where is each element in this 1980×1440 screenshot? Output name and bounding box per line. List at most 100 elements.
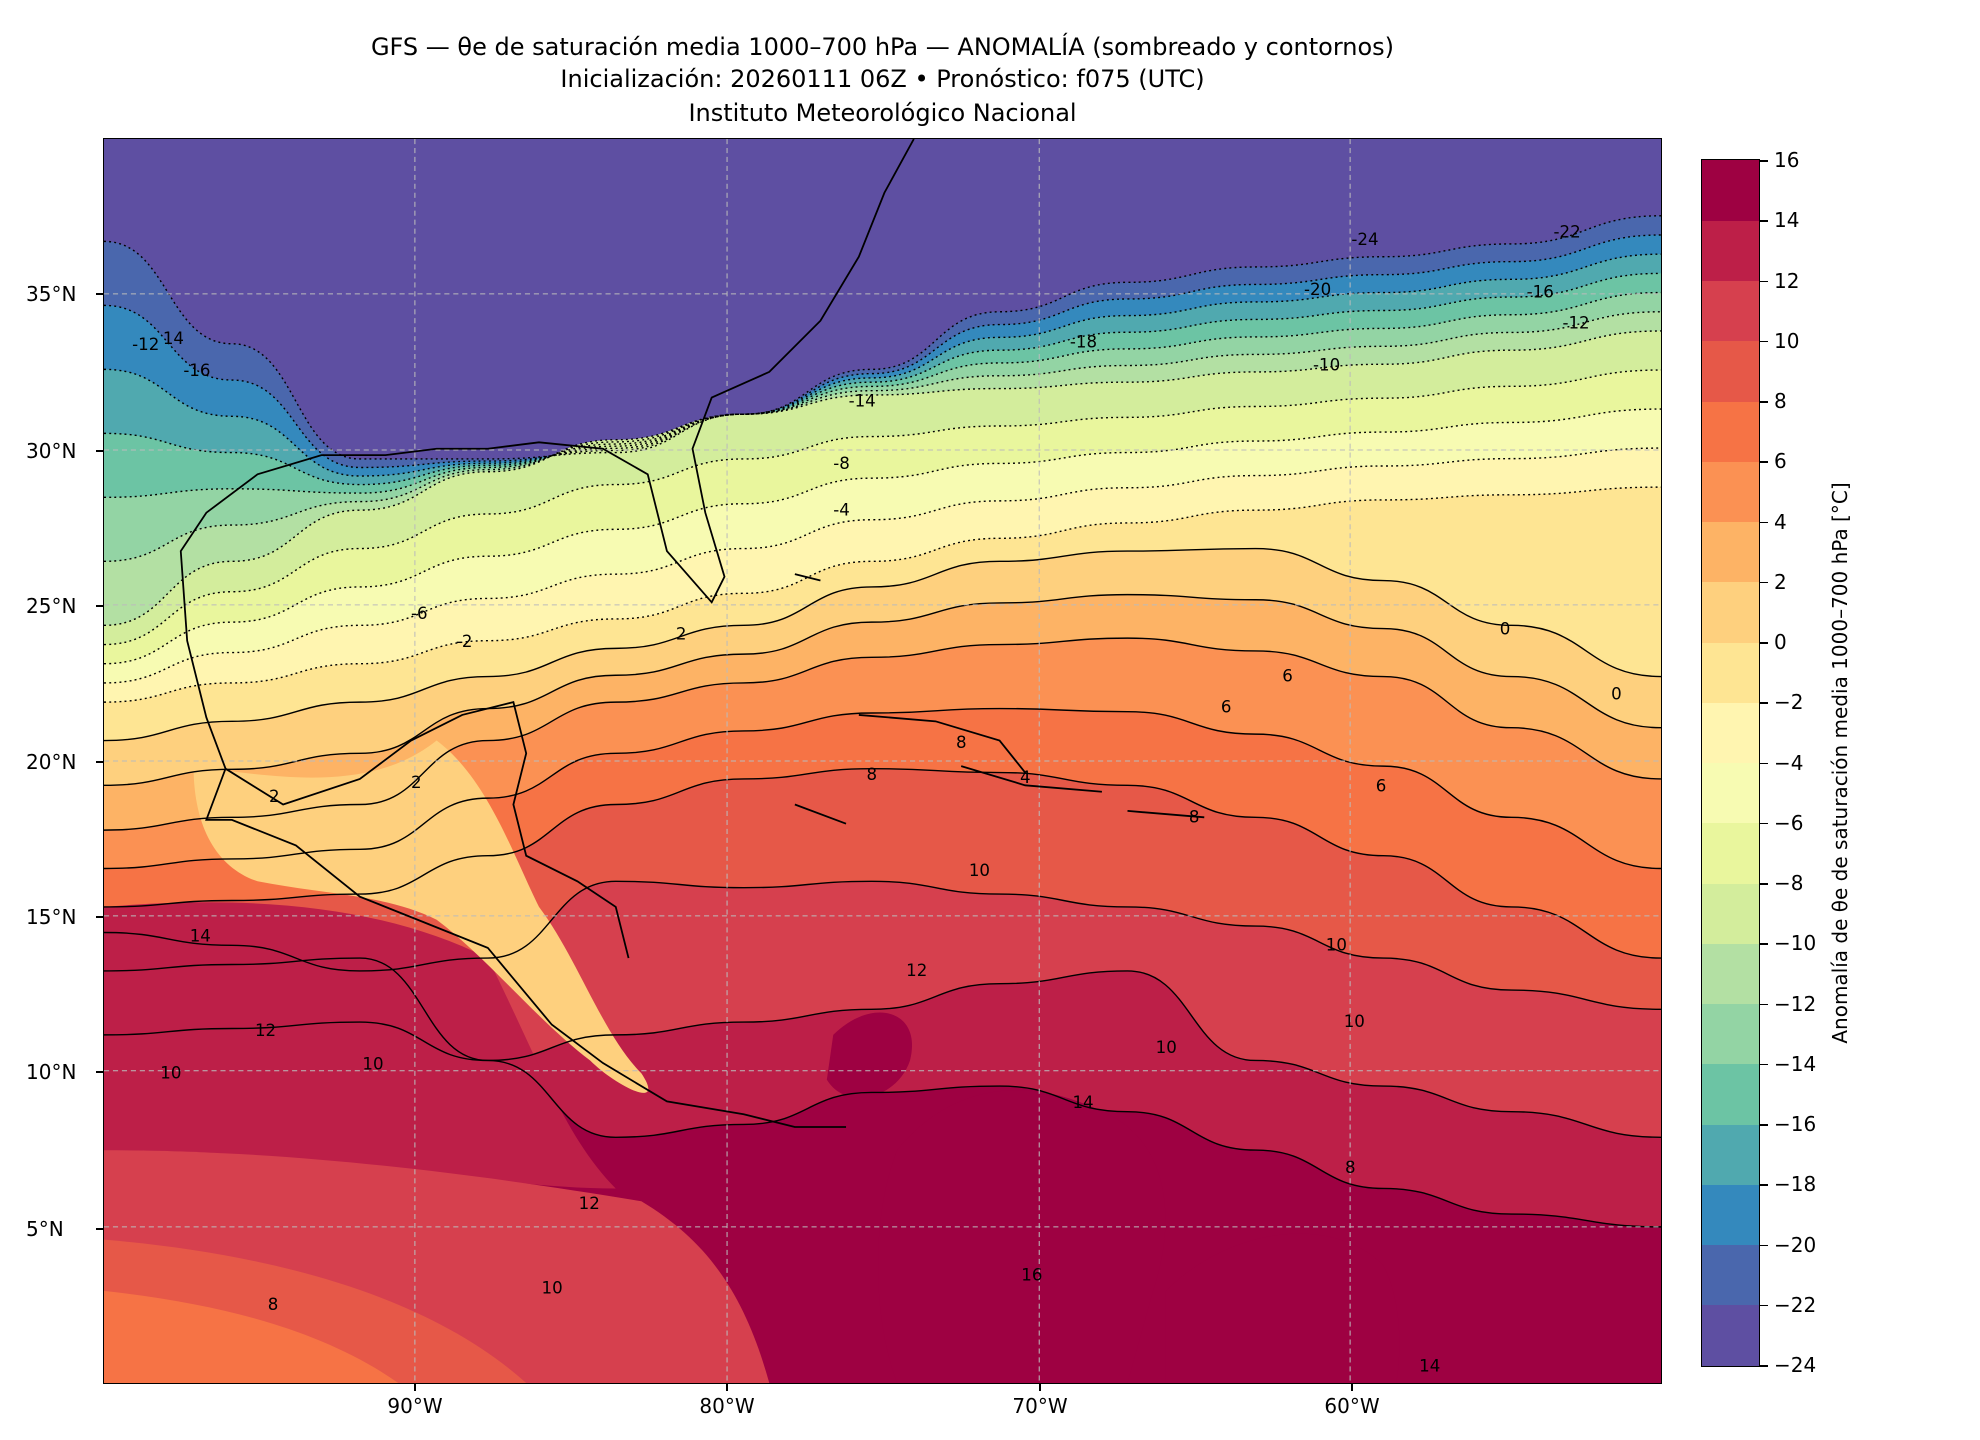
colorbar-segment [1702, 943, 1759, 1004]
contour-label: 10 [160, 1063, 181, 1082]
contour-label: 10 [1344, 1012, 1365, 1031]
colorbar-tick-label: −6 [1774, 810, 1804, 835]
contour-label: 10 [1326, 935, 1347, 954]
contour-label: 6 [1282, 667, 1293, 686]
x-tick-mark [414, 1384, 416, 1391]
contour-line [104, 957, 1661, 1138]
contour-label: 14 [1072, 1093, 1093, 1112]
y-tick-label: 5°N [26, 1217, 64, 1241]
contour-label: 14 [163, 329, 184, 348]
colorbar-tick-label: −24 [1774, 1353, 1817, 1377]
colorbar-segment [1702, 220, 1759, 281]
contour-label: -22 [1554, 223, 1581, 242]
colorbar-tick-mark [1760, 883, 1768, 885]
contour-label: -2 [456, 632, 473, 651]
colorbar-tick-mark [1760, 943, 1768, 945]
colorbar-tick-label: −10 [1774, 931, 1817, 956]
contour-label: 8 [1189, 807, 1200, 826]
contour-line [104, 234, 1661, 469]
colorbar-segment [1702, 1244, 1759, 1306]
colorbar-tick-label: 6 [1774, 449, 1787, 474]
contour-line [104, 291, 1661, 499]
contour-label: 14 [1419, 1356, 1440, 1375]
chart-subtitle: Inicialización: 20260111 06Z • Pronóstic… [560, 65, 1205, 93]
colorbar-tick-mark [1760, 280, 1768, 282]
coastline [179, 139, 1205, 1128]
colorbar-tick-label: 10 [1774, 328, 1800, 353]
chart-title: GFS — θe de saturación media 1000–700 hP… [370, 33, 1395, 61]
colorbar-tick-label: 8 [1774, 389, 1787, 413]
y-tick-mark [96, 761, 103, 763]
colorbar-segment [1702, 1003, 1759, 1065]
colorbar-tick-mark [1760, 160, 1768, 162]
colorbar-segment [1702, 883, 1759, 944]
chart-institution: Instituto Meteorológico Nacional [688, 99, 1077, 127]
x-tick-label: 80°W [699, 1394, 755, 1418]
contour-line [104, 447, 1661, 684]
contour-line [104, 272, 1661, 486]
colorbar-label: Anomalía de θe de saturación media 1000–… [1828, 482, 1852, 1044]
colorbar [1701, 159, 1760, 1367]
y-tick-mark [96, 293, 103, 295]
colorbar-segment [1702, 340, 1759, 402]
gridlines [104, 139, 1661, 1383]
warm-region-guiana [1165, 1233, 1400, 1383]
y-tick-mark [96, 450, 103, 452]
colorbar-tick-label: 14 [1774, 208, 1800, 233]
x-tick-mark [726, 1384, 728, 1391]
contour-label: -16 [1527, 283, 1554, 302]
contour-line [104, 707, 1661, 870]
contour-label: 2 [269, 787, 280, 806]
contour-label: 10 [542, 1278, 563, 1297]
warm-region-colombia [826, 1012, 913, 1098]
colorbar-tick-mark [1760, 762, 1768, 764]
colorbar-tick-mark [1760, 1304, 1768, 1307]
colorbar-segment [1702, 581, 1759, 643]
contour-line [104, 880, 1661, 1010]
colorbar-segment [1702, 702, 1759, 763]
contour-label: 8 [1345, 1158, 1356, 1177]
anomaly-map: -24 -22 -20 -16 -18 -12 -10 -14 -8 -4 -6… [104, 139, 1661, 1383]
colorbar-tick-label: 16 [1774, 148, 1800, 172]
x-tick-mark [1039, 1384, 1041, 1391]
colorbar-tick-mark [1760, 340, 1768, 343]
colorbar-tick-label: −18 [1774, 1172, 1817, 1197]
contour-line [104, 215, 1661, 460]
colorbar-tick-mark [1760, 822, 1768, 825]
contour-label: 6 [1221, 697, 1232, 716]
colorbar-segment [1702, 160, 1759, 221]
x-tick-mark [1351, 1384, 1353, 1391]
y-tick-label: 15°N [26, 905, 77, 929]
colorbar-segment [1702, 280, 1759, 342]
colorbar-tick-mark [1760, 521, 1768, 523]
contour-label: 14 [190, 926, 211, 945]
colorbar-tick-label: −16 [1774, 1112, 1817, 1136]
contour-label: -10 [1313, 356, 1340, 375]
colorbar-tick-label: −22 [1774, 1292, 1817, 1317]
colorbar-tick-mark [1760, 581, 1768, 584]
y-tick-mark [96, 1228, 103, 1230]
y-tick-label: 25°N [26, 594, 77, 618]
colorbar-tick-mark [1760, 642, 1768, 644]
contour-label: -18 [1070, 333, 1097, 352]
contour-label: 2 [676, 624, 687, 643]
contour-label: -16 [183, 361, 210, 380]
x-tick-label: 70°W [1012, 1394, 1068, 1418]
y-tick-label: 35°N [26, 282, 77, 306]
colorbar-segment [1702, 762, 1759, 824]
colorbar-tick-label: −12 [1774, 991, 1817, 1016]
contour-label: -20 [1304, 280, 1331, 299]
y-tick-mark [96, 1071, 103, 1073]
contour-label: -6 [411, 604, 428, 623]
contour-line [104, 637, 1661, 831]
colorbar-segment [1702, 1304, 1759, 1366]
colorbar-tick-label: −4 [1774, 750, 1804, 775]
y-tick-label: 20°N [26, 750, 77, 774]
colorbar-tick-mark [1760, 1003, 1768, 1005]
contour-label: 12 [255, 1021, 276, 1040]
contour-label: 10 [1156, 1038, 1177, 1057]
colorbar-tick-label: 0 [1774, 630, 1787, 654]
colorbar-tick-mark [1760, 1063, 1768, 1066]
contour-label: 0 [1500, 619, 1511, 638]
colorbar-tick-mark [1760, 461, 1768, 463]
